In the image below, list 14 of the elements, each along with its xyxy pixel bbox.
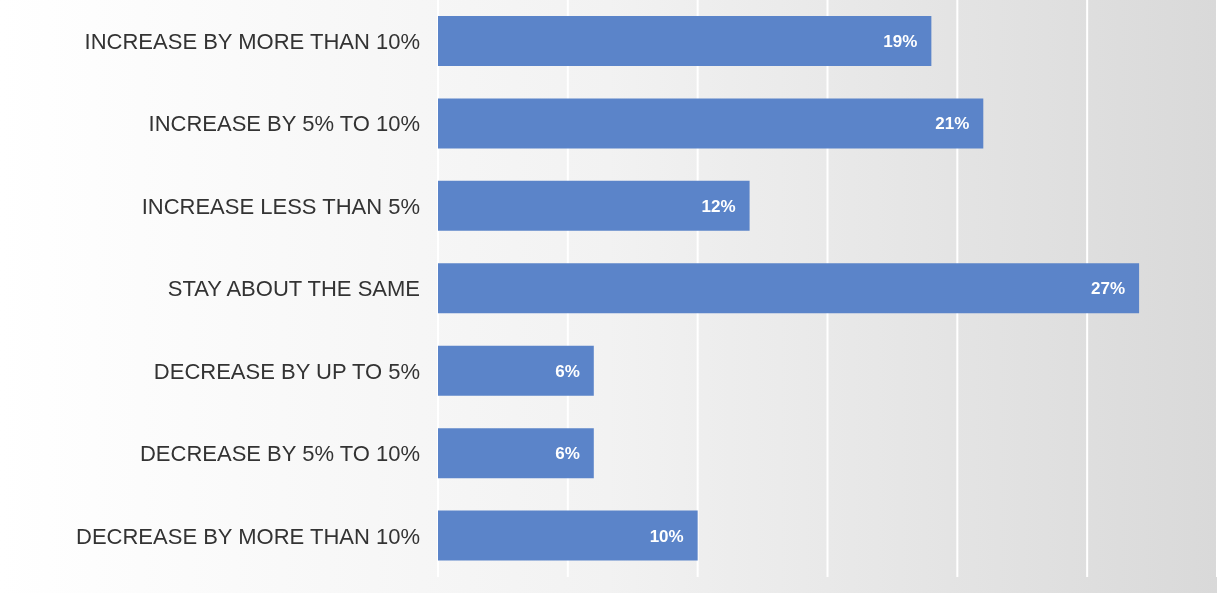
y-tick-label: INCREASE BY MORE THAN 10% bbox=[84, 29, 420, 55]
y-tick-label: STAY ABOUT THE SAME bbox=[167, 276, 420, 302]
data-label: 27% bbox=[1091, 279, 1126, 299]
data-label: 12% bbox=[701, 196, 736, 216]
data-label: 21% bbox=[935, 114, 970, 134]
y-tick-label: DECREASE BY 5% TO 10% bbox=[139, 441, 420, 467]
data-label: 6% bbox=[555, 444, 580, 464]
data-label: 19% bbox=[883, 32, 918, 52]
y-tick-label: INCREASE LESS THAN 5% bbox=[141, 193, 420, 219]
data-label: 6% bbox=[555, 361, 580, 381]
data-label: 10% bbox=[649, 526, 684, 546]
y-tick-label: DECREASE BY MORE THAN 10% bbox=[76, 523, 420, 549]
y-tick-label: DECREASE BY UP TO 5% bbox=[153, 358, 420, 384]
y-tick-label: INCREASE BY 5% TO 10% bbox=[148, 111, 420, 137]
